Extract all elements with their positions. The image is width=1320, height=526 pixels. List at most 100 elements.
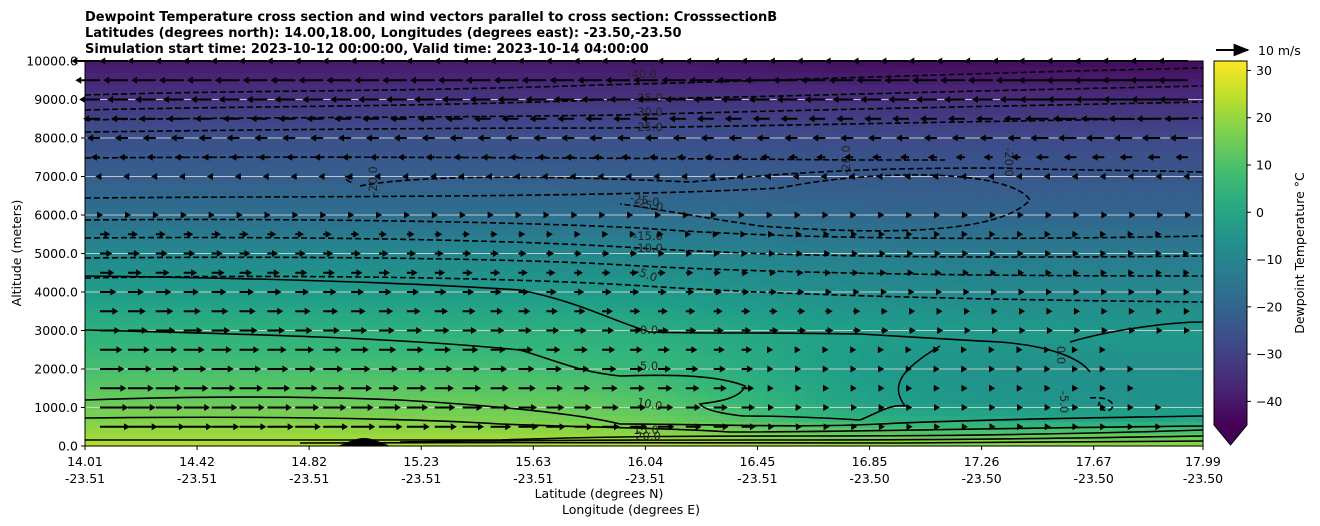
field-cell (891, 223, 903, 231)
field-cell (450, 109, 462, 116)
field-cell (579, 331, 591, 339)
field-cell (224, 67, 237, 74)
field-cell (644, 67, 656, 74)
field-cell (192, 367, 204, 375)
field-cell (321, 127, 333, 134)
field-cell (482, 241, 495, 249)
field-cell (590, 271, 602, 279)
field-cell (450, 391, 462, 399)
field-cell (181, 313, 194, 321)
field-cell (439, 91, 452, 98)
field-cell (590, 103, 602, 110)
field-cell (869, 259, 882, 267)
field-cell (762, 163, 774, 170)
field-cell (128, 331, 140, 339)
field-cell (138, 241, 151, 249)
field-cell (224, 187, 237, 194)
field-cell (525, 61, 538, 68)
field-cell (278, 169, 290, 176)
field-cell (364, 205, 376, 212)
field-cell (267, 397, 280, 405)
field-cell (708, 205, 720, 212)
field-cell (181, 373, 194, 381)
field-cell (257, 145, 269, 152)
field-cell (558, 67, 570, 74)
field-cell (676, 427, 688, 435)
field-cell (493, 265, 505, 273)
field-cell (783, 181, 796, 188)
field-cell (181, 205, 194, 212)
field-cell (181, 109, 194, 116)
field-cell (493, 199, 505, 206)
field-cell (676, 289, 688, 297)
field-cell (880, 409, 892, 417)
field-cell (407, 355, 419, 363)
field-cell (246, 235, 258, 243)
field-cell (601, 295, 613, 303)
field-cell (601, 73, 613, 80)
field-cell (321, 73, 333, 80)
field-cell (95, 157, 108, 164)
field-cell (310, 133, 323, 140)
field-cell (676, 85, 688, 92)
field-cell (439, 355, 452, 363)
field-cell (267, 427, 280, 435)
field-cell (869, 127, 882, 134)
field-cell (504, 289, 516, 297)
field-cell (214, 181, 226, 188)
field-cell (106, 79, 118, 86)
field-cell (590, 319, 602, 327)
field-cell (859, 397, 871, 405)
field-cell (783, 223, 796, 231)
field-cell (622, 337, 634, 345)
field-cell (730, 259, 742, 267)
field-cell (751, 175, 763, 182)
field-cell (117, 349, 129, 357)
field-cell (160, 253, 172, 261)
field-cell (891, 67, 903, 74)
field-cell (386, 121, 398, 128)
field-cell (697, 187, 710, 194)
field-cell (396, 265, 409, 273)
field-cell (375, 241, 387, 249)
field-cell (235, 295, 247, 303)
field-cell (278, 283, 290, 291)
field-cell (826, 325, 839, 333)
field-cell (773, 397, 785, 405)
field-cell (525, 367, 538, 375)
field-cell (515, 415, 527, 423)
field-cell (257, 109, 269, 116)
field-cell (439, 391, 452, 399)
field-cell (730, 415, 742, 423)
field-cell (85, 277, 97, 285)
field-cell (128, 373, 140, 381)
field-cell (138, 85, 151, 92)
field-cell (633, 391, 645, 399)
field-cell (773, 247, 785, 255)
field-cell (504, 127, 516, 134)
field-cell (708, 337, 720, 345)
field-cell (353, 139, 366, 146)
field-cell (493, 283, 505, 291)
field-cell (579, 115, 591, 122)
field-cell (257, 307, 269, 315)
field-cell (160, 133, 172, 140)
field-cell (106, 331, 118, 339)
field-cell (912, 337, 925, 345)
field-cell (289, 337, 301, 345)
field-cell (622, 193, 634, 200)
field-cell (751, 217, 763, 225)
field-cell (697, 277, 710, 285)
field-cell (773, 307, 785, 315)
field-cell (310, 373, 323, 381)
field-cell (676, 205, 688, 212)
field-cell (386, 265, 398, 273)
field-cell (773, 265, 785, 273)
field-cell (310, 349, 323, 357)
field-cell (859, 259, 871, 267)
field-cell (214, 433, 226, 441)
field-cell (472, 127, 484, 134)
field-cell (633, 91, 645, 98)
field-cell (579, 127, 591, 134)
field-cell (461, 235, 473, 243)
